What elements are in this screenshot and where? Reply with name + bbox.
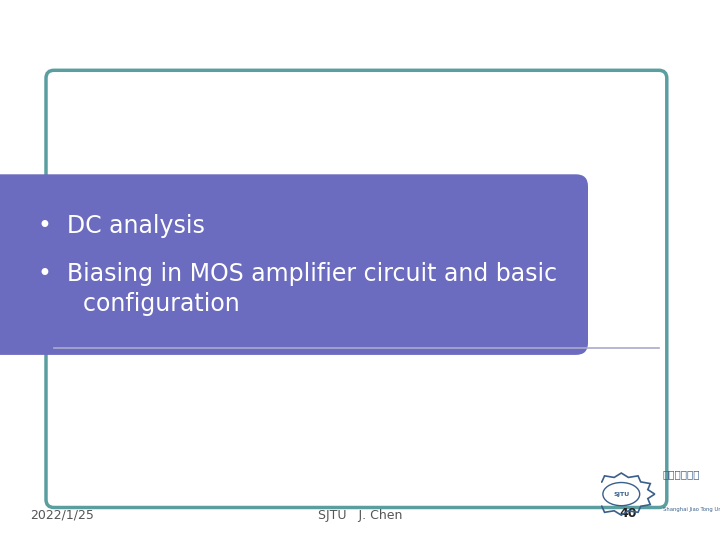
Text: Shanghai Jiao Tong University: Shanghai Jiao Tong University bbox=[662, 507, 720, 512]
Text: SJTU: SJTU bbox=[613, 491, 629, 497]
FancyBboxPatch shape bbox=[0, 174, 588, 355]
Text: SJTU   J. Chen: SJTU J. Chen bbox=[318, 509, 402, 522]
Text: •  DC analysis: • DC analysis bbox=[38, 214, 205, 238]
FancyBboxPatch shape bbox=[46, 70, 667, 508]
Text: 上海交通大学: 上海交通大学 bbox=[662, 469, 700, 480]
Text: 40: 40 bbox=[620, 507, 637, 520]
Text: 2022/1/25: 2022/1/25 bbox=[30, 509, 94, 522]
Text: •  Biasing in MOS amplifier circuit and basic
      configuration: • Biasing in MOS amplifier circuit and b… bbox=[38, 262, 557, 316]
